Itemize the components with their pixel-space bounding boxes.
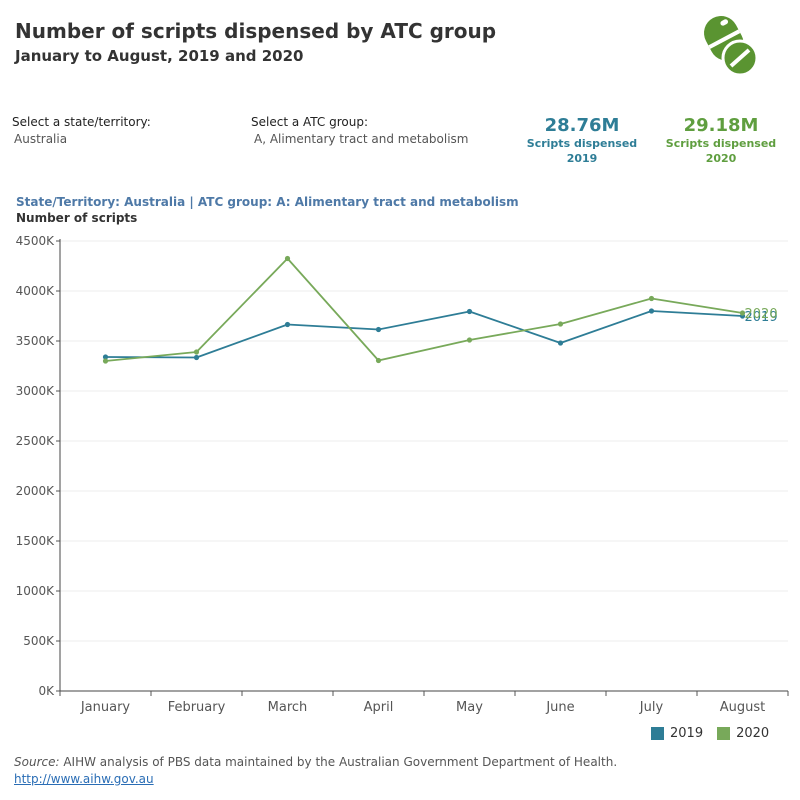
y-tick-label: 4000K xyxy=(16,284,56,298)
data-point-2019 xyxy=(466,308,473,315)
x-tick-label: March xyxy=(268,700,308,715)
x-tick-label: June xyxy=(545,700,574,715)
kpi-2020-label: Scripts dispensed xyxy=(665,137,777,150)
source-note: Source: AIHW analysis of PBS data mainta… xyxy=(14,755,617,769)
legend-item-2020[interactable]: 2020 xyxy=(717,726,769,741)
state-filter-dropdown[interactable]: Australia xyxy=(14,132,68,146)
series-line-2019 xyxy=(105,310,743,359)
y-tick-label: 1500K xyxy=(16,534,56,548)
data-point-2019 xyxy=(284,321,291,328)
data-point-2020 xyxy=(193,349,200,355)
x-tick-label: July xyxy=(639,700,664,715)
data-point-2020 xyxy=(284,255,291,262)
kpi-2019-label: Scripts dispensed xyxy=(526,137,638,150)
x-tick-label: January xyxy=(80,700,131,715)
legend-swatch-2019 xyxy=(651,727,664,740)
pills-icon xyxy=(704,15,759,77)
kpi-2019: 28.76M Scripts dispensed 2019 xyxy=(517,115,647,166)
kpi-2019-value: 28.76M xyxy=(544,115,620,136)
data-point-2019 xyxy=(557,340,564,346)
kpi-2019-year: 2019 xyxy=(566,152,598,165)
data-point-2020 xyxy=(648,295,655,302)
line-chart: 4500K 4000K 3500K 3000K 2500K 2000K 1500K 1000K… xyxy=(16,234,789,715)
data-point-2020 xyxy=(102,358,109,364)
data-point-2019 xyxy=(648,308,655,314)
kpi-2020-year: 2020 xyxy=(705,152,737,165)
atc-filter-label: Select a ATC group: xyxy=(251,115,368,129)
x-tick-label: February xyxy=(168,700,226,715)
page-title: Number of scripts dispensed by ATC group xyxy=(15,19,497,43)
data-point-2019 xyxy=(375,326,382,333)
source-label: Source: xyxy=(14,755,60,769)
data-point-2020 xyxy=(557,321,564,327)
y-tick-label: 4500K xyxy=(16,234,56,248)
data-point-2020 xyxy=(466,337,473,343)
state-filter-label: Select a state/territory: xyxy=(12,115,151,129)
x-tick-label: May xyxy=(456,700,483,715)
atc-filter-dropdown[interactable]: A, Alimentary tract and metabolism xyxy=(254,132,469,146)
kpi-2020-value: 29.18M xyxy=(683,115,759,136)
data-point-2020 xyxy=(375,357,382,364)
series-line-2020 xyxy=(105,257,743,362)
data-point-2019 xyxy=(193,354,200,361)
series-end-label-2020: 2020 xyxy=(745,307,778,322)
legend-label-2020: 2020 xyxy=(736,726,770,741)
kpi-2020: 29.18M Scripts dispensed 2020 xyxy=(656,115,786,166)
page-subtitle: January to August, 2019 and 2020 xyxy=(15,47,304,65)
chart-y-axis-title: Number of scripts xyxy=(16,211,138,225)
y-tick-label: 3500K xyxy=(16,334,56,348)
legend-label-2019: 2019 xyxy=(670,726,704,741)
y-tick-label: 0K xyxy=(38,684,55,698)
data-point-2020 xyxy=(739,310,746,316)
y-tick-label: 3000K xyxy=(16,384,56,398)
data-point-2019 xyxy=(102,354,109,360)
source-text: AIHW analysis of PBS data maintained by … xyxy=(59,755,618,769)
x-tick-label: August xyxy=(720,700,766,715)
y-tick-label: 500K xyxy=(23,634,55,648)
y-tick-label: 1000K xyxy=(16,584,56,598)
legend-swatch-2020 xyxy=(717,727,731,740)
y-tick-label: 2500K xyxy=(16,434,56,448)
y-tick-label: 2000K xyxy=(16,484,56,498)
legend-item-2019[interactable]: 2019 xyxy=(651,726,703,741)
series-end-label-2019: 2019 xyxy=(745,310,778,325)
chart-heading: State/Territory: Australia | ATC group: … xyxy=(16,195,519,209)
x-tick-label: April xyxy=(364,700,394,715)
chart-legend: 2019 2020 xyxy=(651,726,783,741)
aihw-link[interactable]: http://www.aihw.gov.au xyxy=(14,772,154,786)
